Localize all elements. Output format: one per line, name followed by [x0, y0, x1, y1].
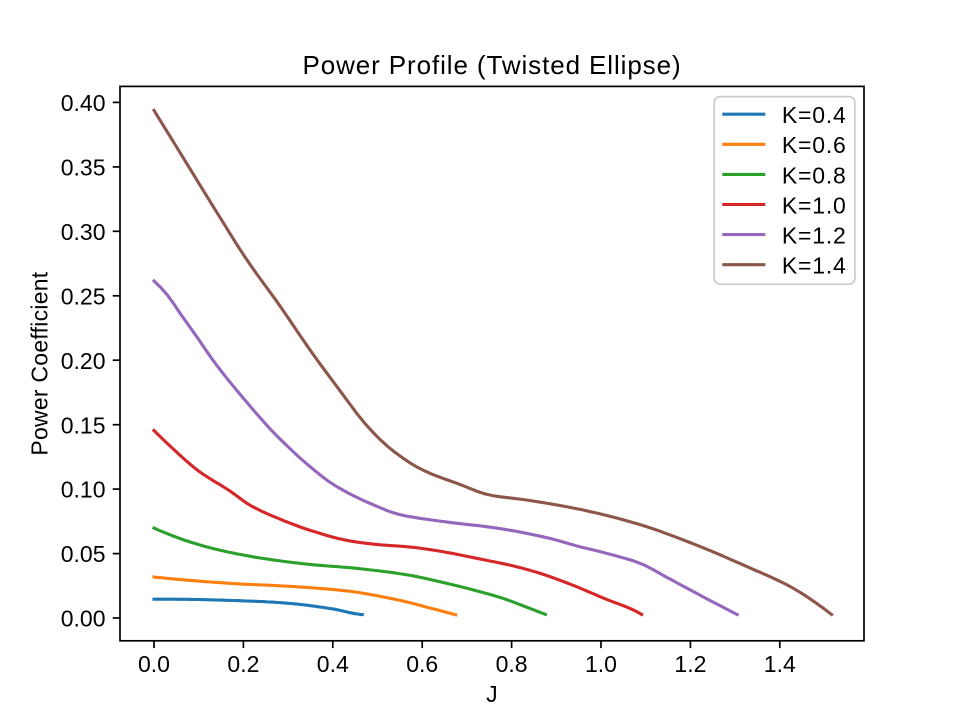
svg-text:K=0.8: K=0.8 [782, 162, 847, 188]
svg-text:0.20: 0.20 [61, 348, 106, 374]
svg-text:0.40: 0.40 [61, 90, 106, 116]
svg-text:Power Coefficient: Power Coefficient [27, 271, 53, 455]
svg-text:K=0.6: K=0.6 [782, 132, 847, 158]
svg-text:Power Profile (Twisted Ellipse: Power Profile (Twisted Ellipse) [302, 50, 681, 80]
svg-text:0.2: 0.2 [227, 651, 259, 677]
svg-text:0.05: 0.05 [61, 541, 106, 567]
svg-text:K=1.0: K=1.0 [782, 192, 847, 218]
svg-text:0.4: 0.4 [317, 651, 349, 677]
svg-text:K=1.2: K=1.2 [782, 223, 847, 249]
svg-text:0.35: 0.35 [61, 155, 106, 181]
svg-text:0.0: 0.0 [138, 651, 170, 677]
svg-text:J: J [486, 681, 498, 707]
svg-text:1.4: 1.4 [764, 651, 796, 677]
svg-text:0.15: 0.15 [61, 412, 106, 438]
svg-text:K=0.4: K=0.4 [782, 102, 847, 128]
svg-text:0.30: 0.30 [61, 219, 106, 245]
svg-text:1.2: 1.2 [674, 651, 706, 677]
svg-text:0.8: 0.8 [496, 651, 528, 677]
svg-text:K=1.4: K=1.4 [782, 253, 847, 279]
svg-text:0.6: 0.6 [406, 651, 438, 677]
svg-text:0.10: 0.10 [61, 477, 106, 503]
svg-text:0.25: 0.25 [61, 283, 106, 309]
svg-text:1.0: 1.0 [585, 651, 617, 677]
svg-text:0.00: 0.00 [61, 606, 106, 632]
